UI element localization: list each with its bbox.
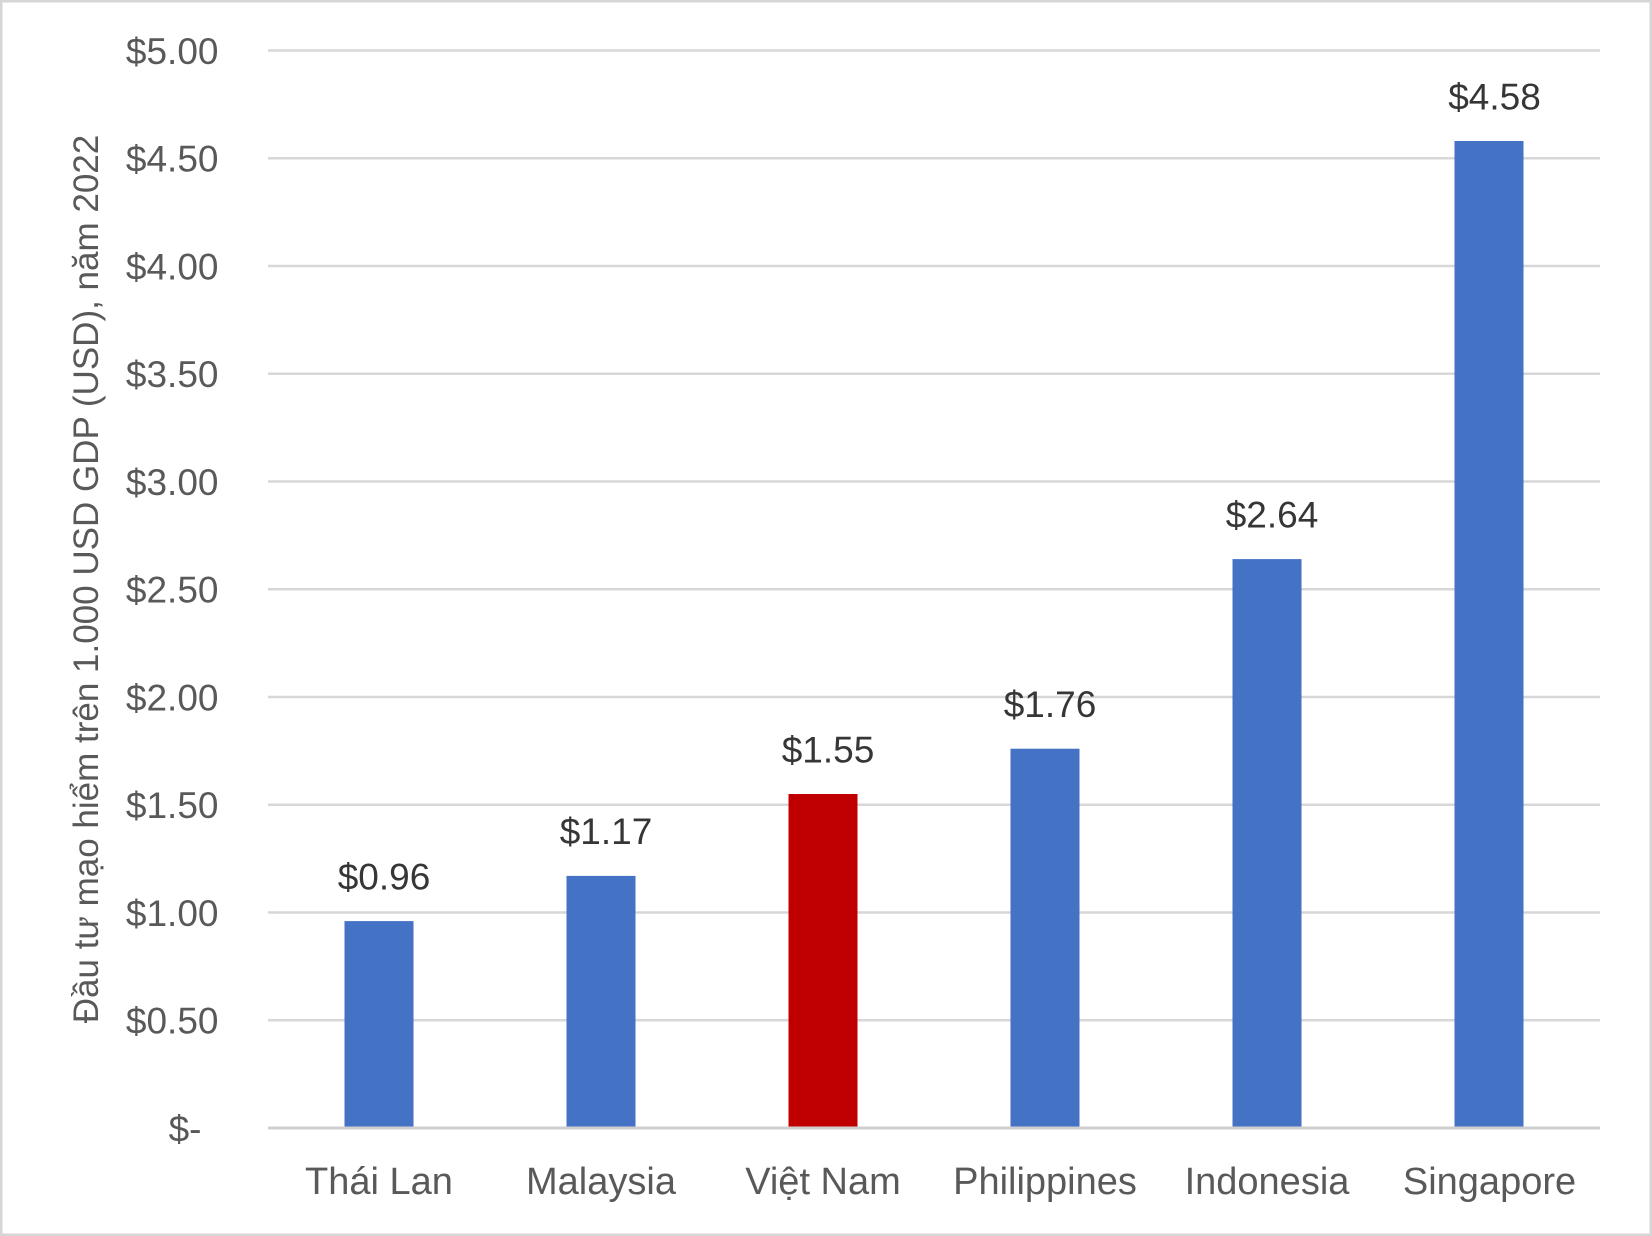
- svg-text:$3.00: $3.00: [126, 462, 219, 503]
- svg-text:$5.00: $5.00: [126, 31, 219, 72]
- svg-text:Đầu tư mạo hiểm trên 1.000 USD: Đầu tư mạo hiểm trên 1.000 USD GDP (USD)…: [67, 135, 106, 1023]
- svg-text:$3.50: $3.50: [126, 354, 219, 395]
- svg-text:$1.17: $1.17: [560, 811, 653, 852]
- svg-text:$4.58: $4.58: [1448, 76, 1541, 117]
- svg-text:$2.50: $2.50: [126, 570, 219, 611]
- svg-text:$1.50: $1.50: [126, 785, 219, 826]
- svg-text:$4.50: $4.50: [126, 139, 219, 180]
- svg-text:$1.00: $1.00: [126, 893, 219, 934]
- svg-text:$4.00: $4.00: [126, 246, 219, 287]
- svg-text:Singapore: Singapore: [1403, 1161, 1576, 1203]
- svg-text:$1.76: $1.76: [1004, 684, 1097, 725]
- svg-text:Thái Lan: Thái Lan: [305, 1161, 453, 1203]
- svg-text:Việt Nam: Việt Nam: [745, 1161, 901, 1203]
- svg-text:Indonesia: Indonesia: [1185, 1161, 1351, 1203]
- svg-text:$0.50: $0.50: [126, 1001, 219, 1042]
- svg-text:Philippines: Philippines: [953, 1161, 1137, 1203]
- svg-text:$2.64: $2.64: [1226, 494, 1319, 535]
- svg-text:$0.96: $0.96: [338, 856, 431, 897]
- svg-text:$-: $-: [169, 1108, 202, 1149]
- svg-text:$1.55: $1.55: [782, 729, 875, 770]
- svg-text:$2.00: $2.00: [126, 677, 219, 718]
- svg-text:Malaysia: Malaysia: [526, 1161, 677, 1203]
